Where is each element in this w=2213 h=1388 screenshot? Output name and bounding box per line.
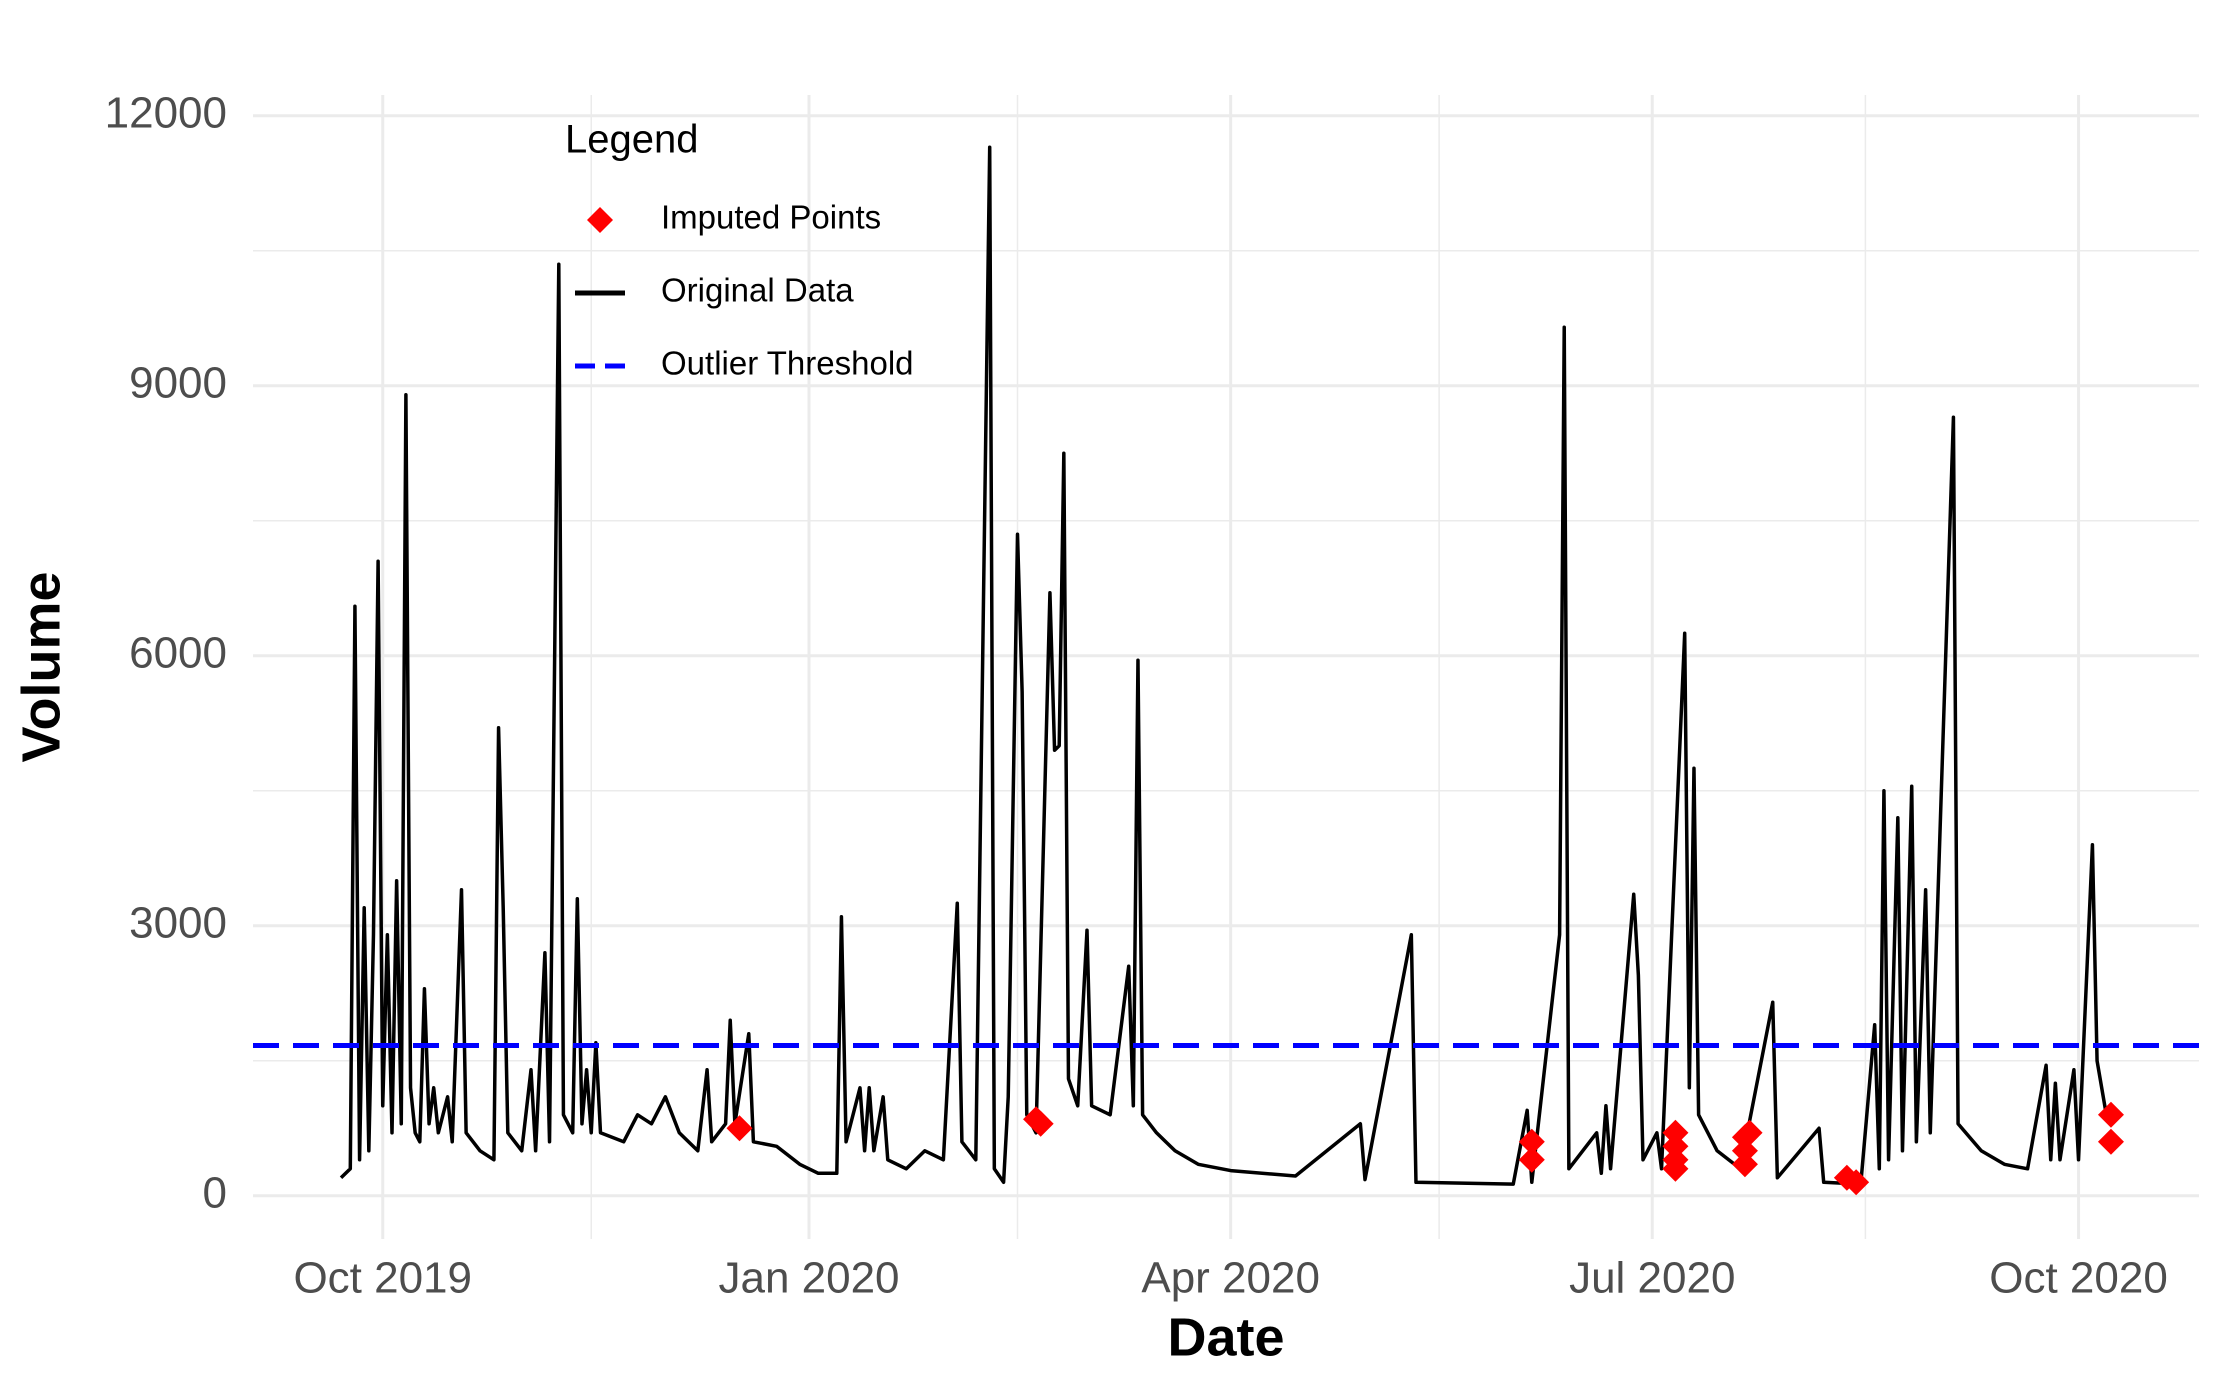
y-tick-label: 9000 (129, 358, 227, 407)
x-tick-label: Oct 2019 (293, 1254, 472, 1303)
x-tick-label: Jul 2020 (1569, 1254, 1735, 1303)
x-axis-title: Date (1167, 1307, 1284, 1367)
legend-label: Outlier Threshold (661, 345, 914, 382)
imputed-point (1731, 1151, 1758, 1178)
x-tick-label: Oct 2020 (1989, 1254, 2168, 1303)
plot-marks (253, 145, 2199, 1196)
y-tick-label: 3000 (129, 898, 227, 947)
imputed-point (1843, 1169, 1870, 1196)
x-tick-label: Jan 2020 (718, 1254, 899, 1303)
imputed-point (1731, 1137, 1758, 1164)
legend-label: Imputed Points (661, 199, 881, 236)
imputed-point (1736, 1119, 1763, 1146)
imputed-point (1027, 1110, 1054, 1137)
imputed-point (726, 1115, 753, 1142)
y-tick-label: 6000 (129, 628, 227, 677)
imputed-point (1662, 1133, 1689, 1160)
y-axis-title: Volume (11, 571, 71, 762)
imputed-point (2097, 1128, 2124, 1155)
legend-label: Original Data (661, 272, 854, 309)
x-tick-label: Apr 2020 (1141, 1254, 1320, 1303)
imputed-point (2097, 1101, 2124, 1128)
axis-labels: 0 3000 6000 9000 12000 Oct 2019 Jan 2020 Apr 20… (105, 88, 2168, 1302)
imputed-point (1662, 1119, 1689, 1146)
imputed-point (1518, 1128, 1545, 1155)
imputed-point (1518, 1146, 1545, 1173)
legend-title: Legend (565, 118, 698, 162)
legend-key (587, 207, 613, 233)
imputed-point (1662, 1155, 1689, 1182)
data-line (339, 145, 2113, 1186)
y-tick-label: 0 (203, 1168, 227, 1217)
y-tick-label: 12000 (105, 88, 227, 137)
legend: Legend Imputed Points Original Data Outlie… (565, 118, 914, 382)
